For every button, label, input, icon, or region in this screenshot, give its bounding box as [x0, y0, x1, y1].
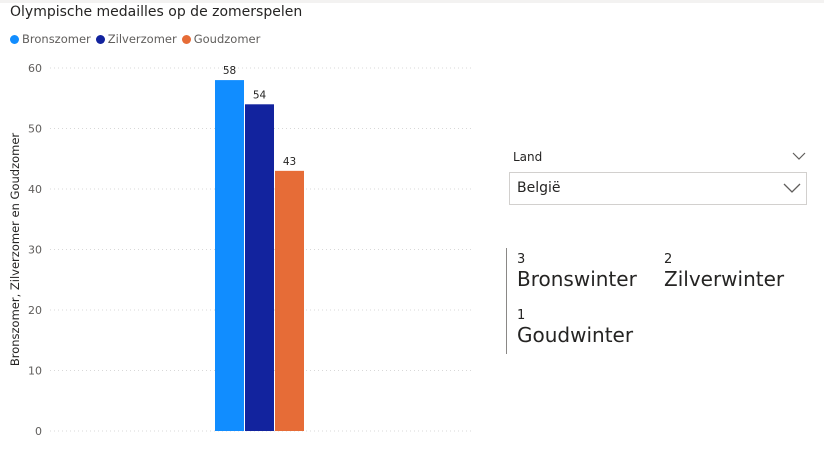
legend-label: Bronszomer — [22, 32, 91, 46]
slicer-dropdown[interactable]: België — [509, 172, 807, 205]
y-tick-label: 40 — [28, 183, 42, 196]
kpi-label: Zilverwinter — [664, 267, 785, 291]
kpi-zilverwinter: 2 Zilverwinter — [664, 252, 784, 291]
y-tick-label: 10 — [28, 365, 42, 378]
kpi-goudwinter: 1 Goudwinter — [517, 308, 633, 347]
kpi-bronswinter: 3 Bronswinter — [517, 252, 637, 291]
y-axis-title: Bronszomer, Zilverzomer en Goudzomer — [8, 133, 22, 367]
kpi-value: 1 — [517, 308, 526, 323]
legend-label: Zilverzomer — [107, 32, 177, 46]
y-tick-label: 60 — [28, 62, 42, 75]
land-slicer: Land België — [509, 146, 807, 205]
data-label: 58 — [223, 65, 236, 77]
kpi-value: 2 — [664, 252, 673, 267]
bar-goudzomer[interactable] — [275, 170, 304, 431]
y-tick-label: 0 — [35, 425, 42, 438]
chart-title: Olympische medailles op de zomerspelen — [10, 4, 303, 20]
y-tick-label: 30 — [28, 244, 42, 257]
legend-swatch-icon — [181, 34, 191, 44]
chevron-down-icon[interactable] — [791, 148, 807, 164]
top-strip — [0, 0, 824, 3]
legend-item-bronszomer[interactable]: Bronszomer — [10, 32, 91, 46]
slicer-title: Land — [513, 150, 543, 164]
data-label: 43 — [283, 156, 296, 168]
multi-row-card: 3 Bronswinter 2 Zilverwinter 1 Goudwinte… — [506, 248, 807, 354]
data-label: 54 — [253, 89, 267, 101]
chevron-down-icon — [782, 179, 802, 197]
kpi-label: Bronswinter — [517, 267, 637, 291]
kpi-value: 3 — [517, 252, 526, 267]
y-tick-label: 50 — [28, 123, 42, 136]
legend-item-zilverzomer[interactable]: Zilverzomer — [95, 32, 177, 46]
bar-zilverzomer[interactable] — [245, 104, 274, 432]
legend-swatch-icon — [95, 34, 105, 44]
clustered-column-chart: 0 10 20 30 40 50 60 Bronszomer, Zilverzomer en … — [8, 62, 472, 438]
slicer-selected-value: België — [517, 180, 561, 196]
kpi-label: Goudwinter — [517, 323, 634, 347]
bar-bronszomer[interactable] — [215, 80, 244, 431]
legend-item-goudzomer[interactable]: Goudzomer — [181, 32, 261, 46]
chart-legend: Bronszomer Zilverzomer Goudzomer — [10, 32, 265, 46]
y-tick-label: 20 — [28, 304, 42, 317]
legend-label: Goudzomer — [193, 32, 261, 46]
slicer-header: Land — [509, 146, 807, 168]
legend-swatch-icon — [10, 34, 19, 44]
